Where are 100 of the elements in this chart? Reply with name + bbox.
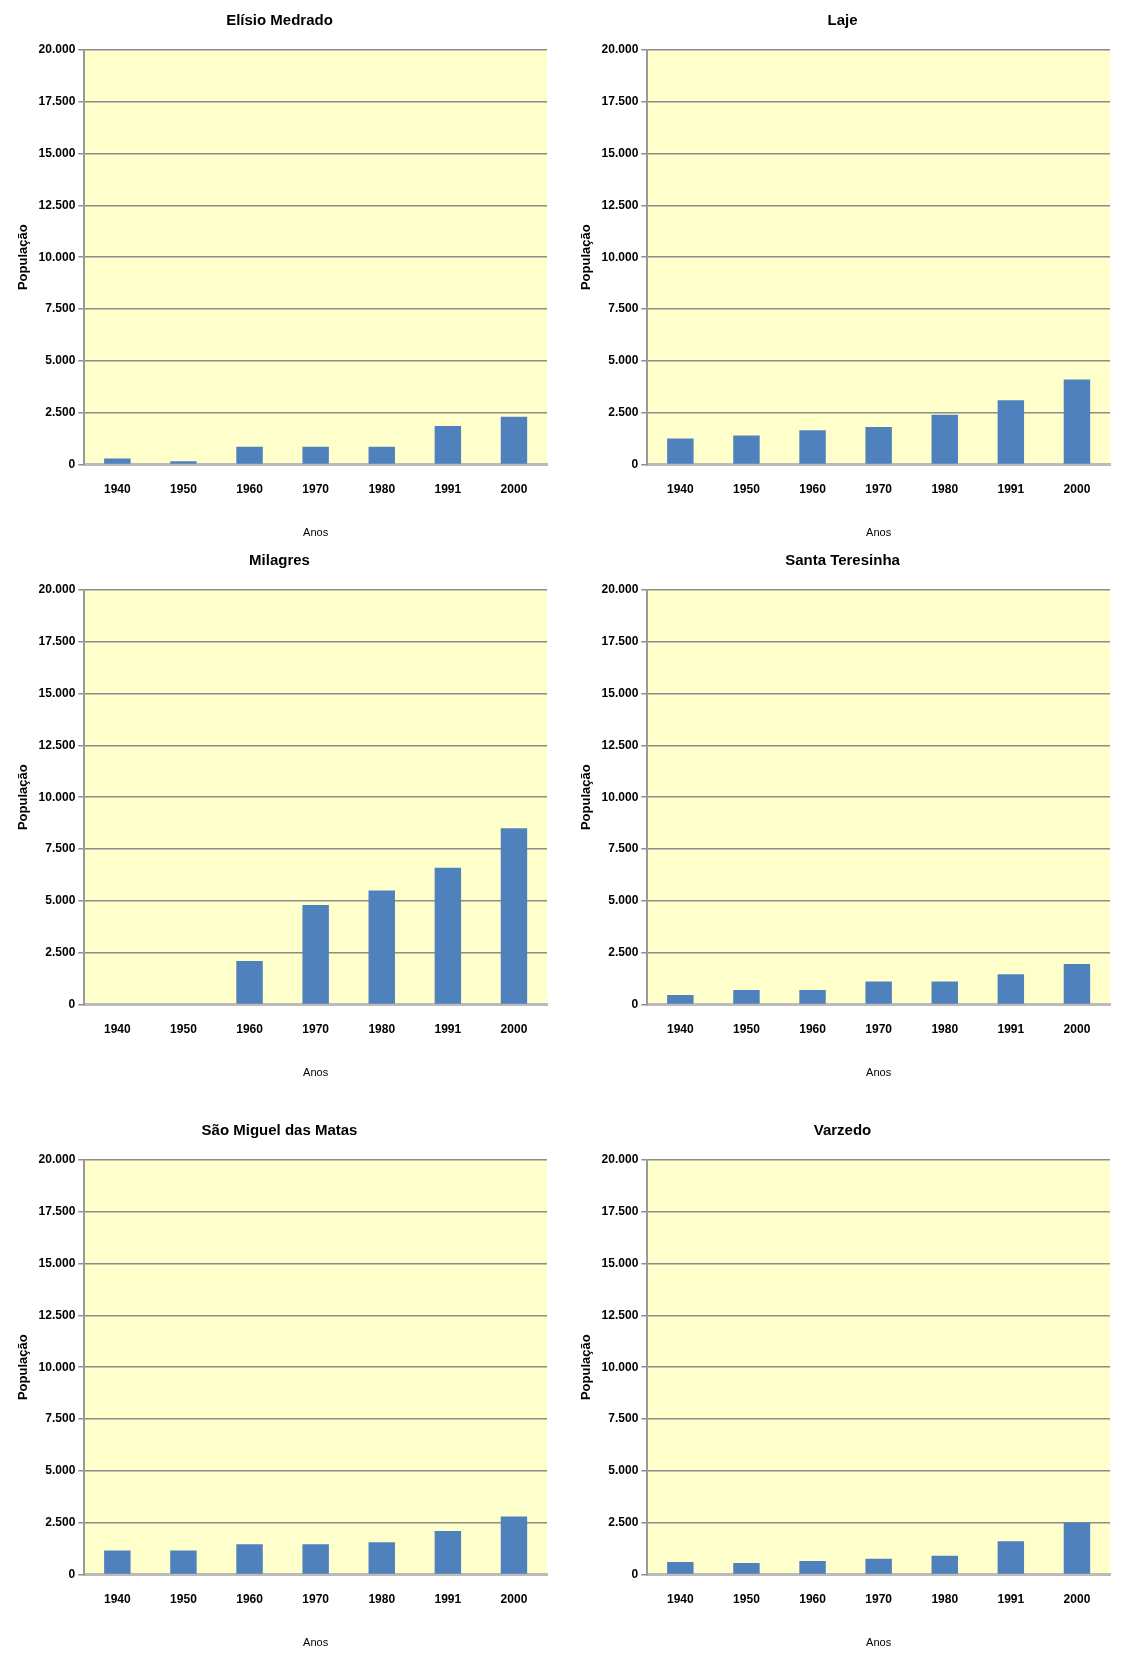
bar xyxy=(368,1542,395,1574)
x-tick-label: 1980 xyxy=(931,1591,959,1606)
y-tick-label: 0 xyxy=(631,996,639,1011)
y-tick-label: 20.000 xyxy=(38,42,76,57)
y-axis-title: População xyxy=(578,764,594,831)
x-tick-label: 1991 xyxy=(997,1591,1025,1606)
y-tick-label: 0 xyxy=(631,456,639,471)
y-tick-label: 12.500 xyxy=(601,737,639,752)
x-tick-label: 1980 xyxy=(368,1591,396,1606)
y-tick-label: 7.500 xyxy=(45,1411,76,1426)
y-tick-label: 20.000 xyxy=(601,582,639,597)
chart-title: Elísio Medrado xyxy=(226,11,333,29)
bar xyxy=(302,1544,329,1574)
x-tick-label: 2000 xyxy=(500,1021,528,1036)
x-tick-label: 1950 xyxy=(170,1021,198,1036)
bar xyxy=(931,1555,958,1574)
x-axis-title: Anos xyxy=(303,1636,329,1649)
x-tick-label: 1950 xyxy=(170,1591,198,1606)
x-tick-label: 1960 xyxy=(236,1591,264,1606)
y-tick-label: 5.000 xyxy=(45,1463,76,1478)
x-tick-label: 1991 xyxy=(997,481,1025,496)
x-tick-label: 1940 xyxy=(667,1591,695,1606)
y-tick-label: 0 xyxy=(68,456,76,471)
y-tick-label: 17.500 xyxy=(38,94,76,109)
y-tick-label: 15.000 xyxy=(38,145,76,160)
y-axis-title: População xyxy=(578,224,594,291)
x-tick-label: 1960 xyxy=(799,481,827,496)
bar xyxy=(865,427,892,464)
bar xyxy=(434,426,462,464)
bar xyxy=(667,438,694,464)
y-axis-title: População xyxy=(578,1334,594,1401)
bar xyxy=(434,1530,462,1574)
bar xyxy=(1063,379,1091,464)
x-tick-label: 1940 xyxy=(667,1021,695,1036)
bar xyxy=(667,1561,694,1574)
y-tick-label: 10.000 xyxy=(601,1359,639,1374)
y-tick-label: 15.000 xyxy=(601,685,639,700)
y-tick-label: 7.500 xyxy=(608,841,639,856)
x-tick-label: 1970 xyxy=(302,1591,330,1606)
y-tick-label: 5.000 xyxy=(608,893,639,908)
bar xyxy=(799,430,826,464)
y-tick-label: 0 xyxy=(68,996,76,1011)
bar xyxy=(104,458,131,464)
bar xyxy=(500,1516,528,1574)
x-tick-label: 1940 xyxy=(667,481,695,496)
y-tick-label: 5.000 xyxy=(608,1463,639,1478)
x-tick-label: 1970 xyxy=(302,481,330,496)
bar xyxy=(1063,1522,1091,1574)
x-tick-label: 1980 xyxy=(368,481,396,496)
x-tick-label: 1980 xyxy=(931,481,959,496)
y-tick-label: 17.500 xyxy=(601,94,639,109)
x-tick-label: 1940 xyxy=(104,1021,132,1036)
y-tick-label: 7.500 xyxy=(45,301,76,316)
x-tick-label: 1950 xyxy=(733,1021,761,1036)
x-tick-label: 1950 xyxy=(170,481,198,496)
y-tick-label: 10.000 xyxy=(38,1359,76,1374)
x-tick-label: 1960 xyxy=(799,1021,827,1036)
x-tick-label: 2000 xyxy=(1063,1591,1091,1606)
bar xyxy=(997,1541,1025,1574)
x-tick-label: 1991 xyxy=(434,481,462,496)
x-tick-label: 2000 xyxy=(1063,1021,1091,1036)
x-axis-title: Anos xyxy=(866,526,892,539)
x-tick-label: 2000 xyxy=(1063,481,1091,496)
x-tick-label: 1970 xyxy=(865,1591,893,1606)
y-axis-title: População xyxy=(15,764,31,831)
bar xyxy=(170,461,197,464)
chart-title: Varzedo xyxy=(813,1121,872,1139)
bar xyxy=(170,1550,197,1574)
bar xyxy=(733,435,760,464)
y-tick-label: 12.500 xyxy=(38,1307,76,1322)
bar xyxy=(865,1558,892,1574)
y-tick-label: 15.000 xyxy=(601,145,639,160)
y-tick-label: 2.500 xyxy=(608,1514,639,1529)
y-tick-label: 17.500 xyxy=(38,634,76,649)
y-tick-label: 20.000 xyxy=(38,582,76,597)
x-tick-label: 1991 xyxy=(434,1021,462,1036)
y-tick-label: 5.000 xyxy=(45,893,76,908)
bar xyxy=(368,446,395,464)
x-axis-title: Anos xyxy=(303,1066,329,1079)
x-tick-label: 1960 xyxy=(799,1591,827,1606)
y-tick-label: 2.500 xyxy=(608,944,639,959)
x-tick-label: 1991 xyxy=(997,1021,1025,1036)
x-tick-label: 1970 xyxy=(865,481,893,496)
y-tick-label: 12.500 xyxy=(38,197,76,212)
bar xyxy=(104,1550,131,1574)
x-tick-label: 1960 xyxy=(236,1021,264,1036)
y-tick-label: 10.000 xyxy=(38,789,76,804)
y-tick-label: 15.000 xyxy=(601,1255,639,1270)
y-tick-label: 10.000 xyxy=(601,789,639,804)
y-tick-label: 20.000 xyxy=(38,1152,76,1167)
x-tick-label: 1940 xyxy=(104,481,132,496)
x-tick-label: 2000 xyxy=(500,1591,528,1606)
bar xyxy=(368,890,395,1004)
chart-title: Milagres xyxy=(249,551,310,569)
y-tick-label: 17.500 xyxy=(601,634,639,649)
y-tick-label: 12.500 xyxy=(601,197,639,212)
x-tick-label: 1980 xyxy=(368,1021,396,1036)
y-tick-label: 2.500 xyxy=(45,944,76,959)
y-tick-label: 5.000 xyxy=(608,353,639,368)
x-tick-label: 1980 xyxy=(931,1021,959,1036)
